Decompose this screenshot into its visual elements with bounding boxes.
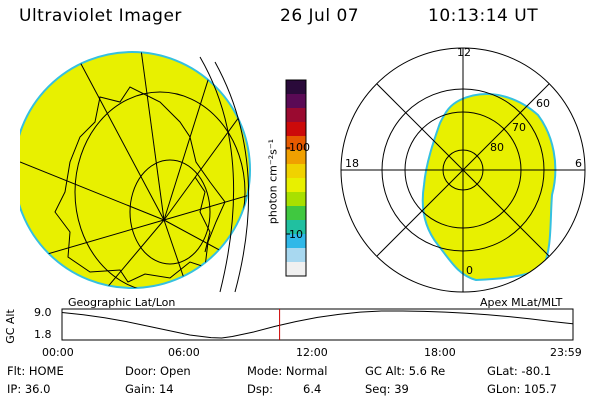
colorbar-segment <box>286 262 306 277</box>
polar-plot <box>340 47 586 293</box>
status-seq: Seq: 39 <box>365 382 409 396</box>
status-gain: Gain: 14 <box>125 382 174 396</box>
colorbar-segment <box>286 136 306 151</box>
colorbar-segment <box>286 108 306 123</box>
mlat-label-60: 60 <box>536 97 550 110</box>
altitude-plot <box>61 308 574 341</box>
status-dsp-value: 6.4 <box>303 382 322 396</box>
colorbar-segment <box>286 164 306 179</box>
colorbar-segment <box>286 122 306 137</box>
geographic-image <box>20 51 251 293</box>
colorbar-tick-10: 10 <box>289 228 303 241</box>
date-label: 26 Jul 07 <box>280 6 360 26</box>
instrument-title: Ultraviolet Imager <box>19 6 182 26</box>
colorbar-segment <box>286 220 306 235</box>
status-gc-alt: GC Alt: 5.6 Re <box>365 364 446 378</box>
polar-caption: Apex MLat/MLT <box>480 296 563 309</box>
alt-xtick-2: 12:00 <box>296 346 328 359</box>
mlt-label-0: 0 <box>466 264 473 277</box>
alt-xtick-3: 18:00 <box>424 346 456 359</box>
geographic-caption: Geographic Lat/Lon <box>68 296 176 309</box>
mlt-label-12: 12 <box>457 46 471 59</box>
colorbar-segment <box>286 234 306 249</box>
mlat-label-80: 80 <box>490 141 504 154</box>
status-ip: IP: 36.0 <box>7 382 51 396</box>
status-dsp-label: Dsp: <box>247 382 274 396</box>
status-glat: GLat: -80.1 <box>487 364 552 378</box>
alt-ytick-bottom: 1.8 <box>34 328 52 341</box>
status-flt: Flt: HOME <box>7 364 64 378</box>
colorbar-segment <box>286 94 306 109</box>
colorbar-tick-100: 100 <box>289 141 310 154</box>
mlt-label-6: 6 <box>575 157 582 170</box>
colorbar-segment <box>286 206 306 221</box>
time-label: 10:13:14 UT <box>428 6 539 26</box>
altitude-curve <box>61 310 573 339</box>
colorbar-segment <box>286 80 306 95</box>
alt-xtick-1: 06:00 <box>168 346 200 359</box>
alt-xtick-4: 23:59 <box>550 346 582 359</box>
mlt-label-18: 18 <box>345 157 359 170</box>
uv-emission-disk <box>20 51 251 289</box>
colorbar <box>285 79 307 277</box>
auroral-oval-fill <box>421 93 557 282</box>
alt-xtick-0: 00:00 <box>42 346 74 359</box>
colorbar-segment <box>286 248 306 263</box>
colorbar-segment <box>286 178 306 193</box>
colorbar-segment <box>286 150 306 165</box>
colorbar-unit-label: photon cm⁻²s⁻¹ <box>266 138 280 225</box>
alt-ytick-top: 9.0 <box>34 306 52 319</box>
status-glon: GLon: 105.7 <box>487 382 557 396</box>
colorbar-segment <box>286 192 306 207</box>
mlat-label-70: 70 <box>512 121 526 134</box>
status-door: Door: Open <box>125 364 191 378</box>
altitude-ylabel: GC Alt <box>3 309 17 344</box>
status-mode: Mode: Normal <box>247 364 328 378</box>
